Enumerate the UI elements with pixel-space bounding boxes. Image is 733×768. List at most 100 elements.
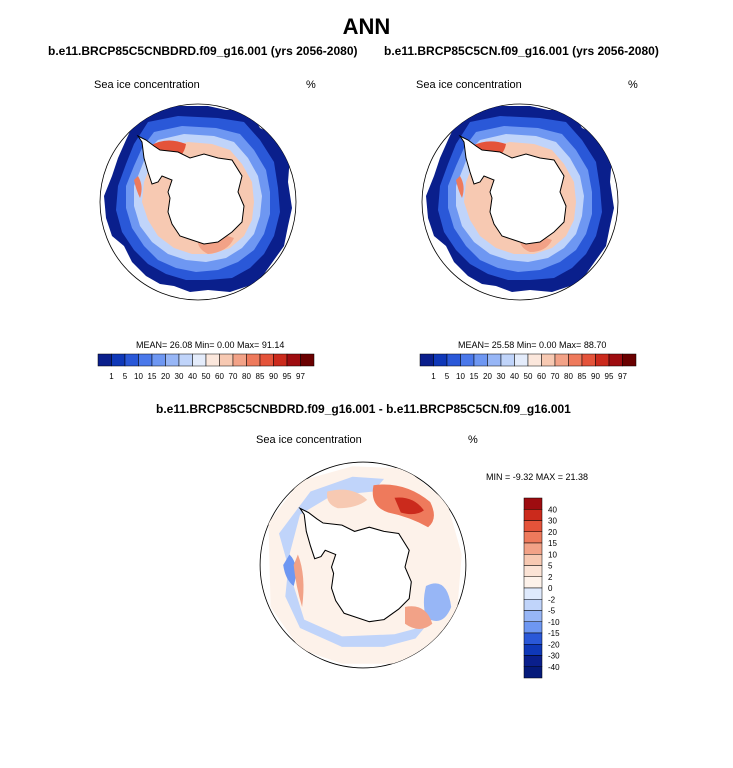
diff-colorbar-swatch	[523, 644, 543, 656]
panel-2-colorbar-swatch	[500, 353, 515, 367]
panel-1-colorbar-swatch	[286, 353, 301, 367]
panel-1-colorbar-tick-label: 30	[175, 372, 184, 381]
panel-2-colorbar-tick-label: 15	[470, 372, 479, 381]
panel-1-units: %	[306, 79, 316, 91]
panel-1-colorbar-tick-label: 15	[148, 372, 157, 381]
diff-colorbar-swatch	[523, 531, 543, 544]
panel-2-colorbar-swatch	[622, 353, 637, 367]
diff-colorbar-swatch	[523, 587, 543, 600]
diff-colorbar-tick-label: 10	[548, 550, 557, 559]
panel-1-title: b.e11.BRCP85C5CNBDRD.f09_g16.001 (yrs 20…	[48, 44, 358, 58]
diff-colorbar-swatch	[523, 554, 543, 566]
ice-peninsula	[456, 176, 464, 198]
diff-colorbar-swatch	[523, 666, 543, 679]
diff-variable: Sea ice concentration	[256, 434, 362, 446]
panel-2-colorbar-tick-label: 90	[591, 372, 600, 381]
panel-1-colorbar-swatch	[259, 353, 274, 367]
panel-2-colorbar-tick-label: 20	[483, 372, 492, 381]
panel-1-colorbar-swatch	[111, 353, 126, 367]
diff-colorbar-swatch	[523, 599, 543, 611]
panel-2-colorbar-tick-label: 97	[618, 372, 627, 381]
diff-colorbar-swatch	[523, 520, 543, 532]
panel-1-colorbar-tick-label: 20	[161, 372, 170, 381]
diff-colorbar-swatch	[523, 610, 543, 622]
panel-2-colorbar-swatch	[541, 353, 556, 367]
panel-2-colorbar-swatch	[460, 353, 475, 367]
antarctica-coast	[136, 134, 245, 245]
panel-2-variable: Sea ice concentration	[416, 79, 522, 91]
panel-2-colorbar-tick-label: 10	[456, 372, 465, 381]
panel-2-map	[421, 103, 619, 301]
diff-colorbar-tick-label: -10	[548, 618, 560, 627]
panel-2-colorbar-swatch	[433, 353, 448, 367]
panel-2-colorbar-swatch	[473, 353, 488, 367]
panel-1-colorbar: 1 5 10 15 20 30 40 50 60 70 80 85 90 95 97	[97, 353, 315, 381]
panel-1-colorbar-tick-label: 97	[296, 372, 305, 381]
panel-1-colorbar-tick-label: 85	[256, 372, 265, 381]
panel-2-colorbar-swatch	[595, 353, 610, 367]
panel-2-colorbar-tick-label: 40	[510, 372, 519, 381]
diff-colorbar-tick-label: 30	[548, 517, 557, 526]
diff-stats: MIN = -9.32 MAX = 21.38	[486, 472, 589, 482]
diff-positive-ross	[405, 606, 433, 630]
panel-1-colorbar-swatch	[246, 353, 261, 367]
panel-2-colorbar-swatch	[527, 353, 542, 367]
panel-2-colorbar-swatch	[581, 353, 596, 367]
diff-positive-weddell	[327, 489, 368, 509]
panel-2-colorbar-tick-label: 70	[551, 372, 560, 381]
panel-1-colorbar-tick-label: 5	[123, 372, 128, 381]
panel-2-colorbar-tick-label: 30	[497, 372, 506, 381]
panel-1-colorbar-swatch	[178, 353, 193, 367]
diff-negative-east	[423, 583, 452, 621]
diff-colorbar-tick-label: 2	[548, 573, 553, 582]
antarctica-coast	[298, 506, 412, 623]
diff-colorbar-swatch	[523, 497, 543, 510]
panel-1-colorbar-swatch	[273, 353, 288, 367]
diff-colorbar-swatch	[523, 621, 543, 634]
panel-2-colorbar-tick-label: 85	[578, 372, 587, 381]
ice-peninsula	[134, 176, 142, 198]
panel-2-stats: MEAN= 25.58 Min= 0.00 Max= 88.70	[458, 340, 607, 350]
panel-1-colorbar-tick-label: 40	[188, 372, 197, 381]
antarctica-coast	[458, 134, 567, 245]
diff-colorbar-tick-label: -5	[548, 607, 556, 616]
panel-1-colorbar-swatch	[151, 353, 166, 367]
diff-colorbar-tick-label: -15	[548, 629, 560, 638]
diff-colorbar-tick-label: 5	[548, 562, 553, 571]
panel-2-colorbar-swatch	[514, 353, 529, 367]
diff-colorbar-swatch	[523, 509, 543, 521]
diff-colorbar-tick-label: 0	[548, 584, 553, 593]
panel-1-colorbar-swatch	[219, 353, 234, 367]
main-title: ANN	[342, 14, 391, 39]
panel-1-colorbar-tick-label: 10	[134, 372, 143, 381]
panel-1-colorbar-swatch	[138, 353, 153, 367]
diff-colorbar-swatch	[523, 655, 543, 667]
panel-1-colorbar-swatch	[300, 353, 315, 367]
panel-1-colorbar-swatch	[124, 353, 139, 367]
panel-1-colorbar-tick-label: 60	[215, 372, 224, 381]
panel-1-variable: Sea ice concentration	[94, 79, 200, 91]
panel-2-colorbar-swatch	[419, 353, 434, 367]
panel-1-colorbar-tick-label: 80	[242, 372, 251, 381]
diff-colorbar-tick-label: -30	[548, 652, 560, 661]
panel-1-colorbar-swatch	[165, 353, 180, 367]
diff-positive-core	[394, 497, 424, 515]
panel-2-colorbar-tick-label: 50	[524, 372, 533, 381]
panel-1-colorbar-tick-label: 50	[202, 372, 211, 381]
panel-2-units: %	[628, 79, 638, 91]
panel-2-colorbar-swatch	[608, 353, 623, 367]
panel-1-map	[99, 103, 297, 301]
panel-1-colorbar-tick-label: 90	[269, 372, 278, 381]
panel-2-colorbar-swatch	[568, 353, 583, 367]
panel-2-colorbar-tick-label: 95	[605, 372, 614, 381]
panel-1-colorbar-swatch	[205, 353, 220, 367]
panel-2-colorbar-tick-label: 5	[445, 372, 450, 381]
diff-colorbar-swatch	[523, 565, 543, 577]
diff-map	[259, 461, 467, 669]
diff-negative-band	[279, 476, 426, 647]
panel-1-colorbar-tick-label: 70	[229, 372, 238, 381]
diff-colorbar-tick-label: 15	[548, 539, 557, 548]
panel-2-title: b.e11.BRCP85C5CN.f09_g16.001 (yrs 2056-2…	[384, 44, 659, 58]
diff-colorbar-tick-label: 20	[548, 528, 557, 537]
panel-1-stats: MEAN= 26.08 Min= 0.00 Max= 91.14	[136, 340, 285, 350]
